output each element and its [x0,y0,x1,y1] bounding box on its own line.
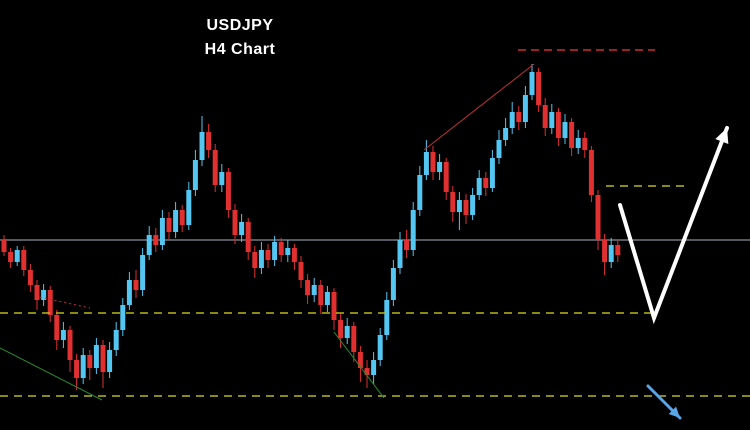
chart-timeframe-label: H4 Chart [204,41,276,58]
chart-title: USDJPY H4 Chart [188,14,292,62]
chart-symbol-label: USDJPY [206,17,274,34]
